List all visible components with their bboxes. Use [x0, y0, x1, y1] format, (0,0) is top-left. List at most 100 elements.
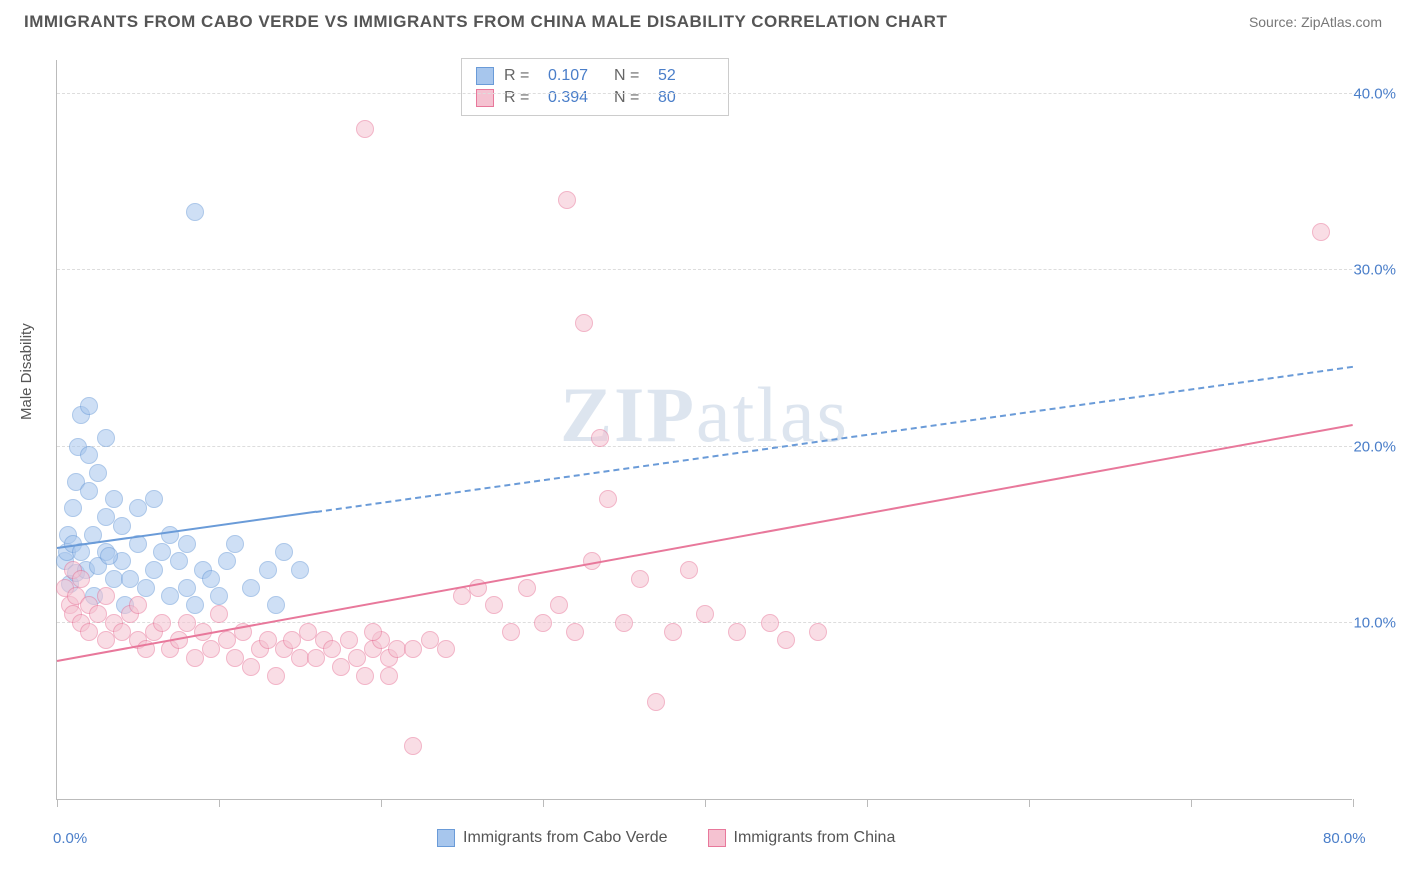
data-point [186, 649, 204, 667]
data-point [502, 623, 520, 641]
data-point [161, 587, 179, 605]
chart-header: IMMIGRANTS FROM CABO VERDE VS IMMIGRANTS… [0, 0, 1406, 40]
data-point [518, 579, 536, 597]
data-point [153, 614, 171, 632]
data-point [267, 596, 285, 614]
xtick [381, 799, 382, 807]
xtick [867, 799, 868, 807]
legend-swatch-cabo-verde [437, 829, 455, 847]
regression-line [57, 423, 1353, 661]
xtick [219, 799, 220, 807]
data-point [218, 631, 236, 649]
data-point [129, 596, 147, 614]
data-point [599, 490, 617, 508]
data-point [340, 631, 358, 649]
series-legend: Immigrants from Cabo Verde Immigrants fr… [437, 829, 895, 847]
y-axis-label: Male Disability [18, 323, 35, 420]
data-point [129, 499, 147, 517]
data-point [186, 596, 204, 614]
data-point [356, 120, 374, 138]
data-point [80, 397, 98, 415]
data-point [696, 605, 714, 623]
data-point [97, 587, 115, 605]
data-point [178, 579, 196, 597]
data-point [575, 314, 593, 332]
data-point [97, 631, 115, 649]
data-point [226, 649, 244, 667]
data-point [283, 631, 301, 649]
data-point [566, 623, 584, 641]
ytick-label: 40.0% [1353, 86, 1396, 103]
xtick [543, 799, 544, 807]
n-value-china: 80 [658, 89, 714, 107]
data-point [323, 640, 341, 658]
xtick-label: 0.0% [53, 830, 87, 847]
data-point [380, 667, 398, 685]
xtick-label: 80.0% [1323, 830, 1366, 847]
data-point [534, 614, 552, 632]
data-point [404, 737, 422, 755]
regression-line [316, 365, 1353, 512]
legend-item-cabo-verde: Immigrants from Cabo Verde [437, 829, 668, 847]
data-point [97, 508, 115, 526]
data-point [186, 203, 204, 221]
gridline [57, 269, 1352, 270]
data-point [97, 429, 115, 447]
plot-region: ZIPatlas R = 0.107 N = 52 R = 0.394 N = … [56, 60, 1352, 800]
chart-area: ZIPatlas R = 0.107 N = 52 R = 0.394 N = … [52, 60, 1392, 830]
data-point [153, 543, 171, 561]
data-point [291, 561, 309, 579]
data-point [161, 526, 179, 544]
data-point [80, 446, 98, 464]
data-point [137, 579, 155, 597]
data-point [259, 631, 277, 649]
data-point [242, 579, 260, 597]
data-point [558, 191, 576, 209]
data-point [210, 605, 228, 623]
data-point [267, 667, 285, 685]
legend-label-china: Immigrants from China [734, 829, 896, 847]
data-point [615, 614, 633, 632]
data-point [777, 631, 795, 649]
data-point [421, 631, 439, 649]
n-value-cabo-verde: 52 [658, 67, 714, 85]
data-point [145, 490, 163, 508]
data-point [680, 561, 698, 579]
data-point [170, 552, 188, 570]
r-label: R = [504, 67, 538, 85]
data-point [356, 667, 374, 685]
data-point [307, 649, 325, 667]
data-point [332, 658, 350, 676]
data-point [72, 570, 90, 588]
r-value-china: 0.394 [548, 89, 604, 107]
data-point [647, 693, 665, 711]
data-point [348, 649, 366, 667]
data-point [485, 596, 503, 614]
data-point [761, 614, 779, 632]
data-point [64, 499, 82, 517]
data-point [178, 535, 196, 553]
data-point [404, 640, 422, 658]
xtick [57, 799, 58, 807]
data-point [210, 587, 228, 605]
data-point [550, 596, 568, 614]
ytick-label: 10.0% [1353, 614, 1396, 631]
data-point [145, 561, 163, 579]
data-point [809, 623, 827, 641]
legend-row-china: R = 0.394 N = 80 [476, 87, 714, 109]
data-point [664, 623, 682, 641]
r-value-cabo-verde: 0.107 [548, 67, 604, 85]
data-point [218, 552, 236, 570]
data-point [89, 464, 107, 482]
data-point [259, 561, 277, 579]
data-point [453, 587, 471, 605]
legend-swatch-china [708, 829, 726, 847]
data-point [437, 640, 455, 658]
gridline [57, 93, 1352, 94]
data-point [100, 547, 118, 565]
xtick [1353, 799, 1354, 807]
data-point [364, 623, 382, 641]
correlation-legend: R = 0.107 N = 52 R = 0.394 N = 80 [461, 58, 729, 116]
data-point [113, 517, 131, 535]
data-point [113, 623, 131, 641]
